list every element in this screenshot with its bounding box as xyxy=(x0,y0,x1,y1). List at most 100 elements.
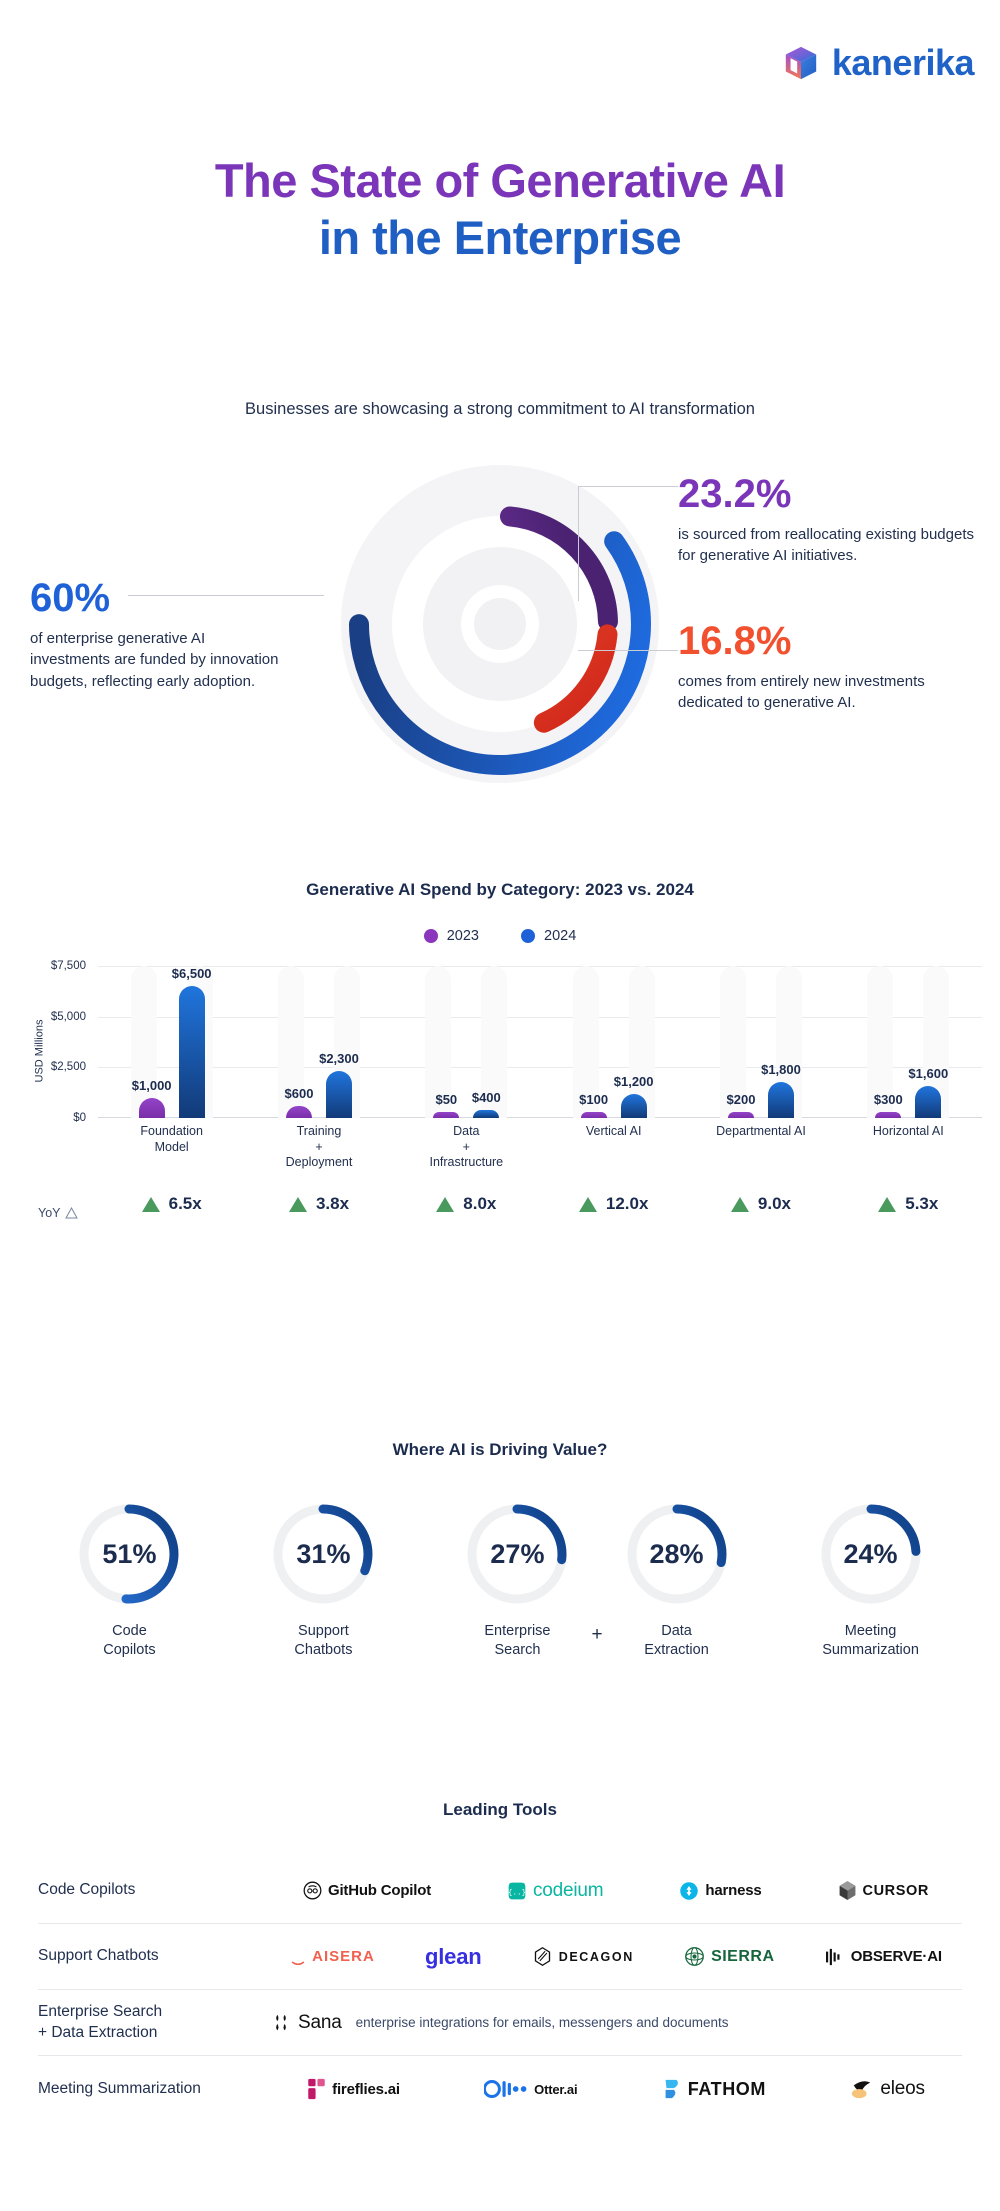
legend-item-2023[interactable]: 2023 xyxy=(423,928,479,944)
yoy-cell-4: 9.0x xyxy=(687,1194,834,1214)
bar-2023-5[interactable]: $300 xyxy=(874,1092,903,1118)
bar-2023-4[interactable]: $200 xyxy=(727,1092,755,1118)
tool-logo-eleos-icon[interactable]: eleos xyxy=(850,2078,925,2100)
x-label-0: Foundation Model xyxy=(140,1124,203,1154)
leader-line-right-bottom xyxy=(578,650,678,651)
bar-value-2023-4: $200 xyxy=(726,1092,756,1107)
bar-group-4: $200 $1,800 xyxy=(687,966,834,1118)
bar-track-2023-3 xyxy=(572,966,599,1118)
tool-name-github-copilot: GitHub Copilot xyxy=(327,1882,431,1899)
gridline-5000 xyxy=(98,1016,982,1018)
gauge-row: 51% Code Copilots 31% Support Chatbots xyxy=(0,1502,1000,1660)
bar-2024-5[interactable]: $1,600 xyxy=(908,1066,948,1118)
gauge-item-1[interactable]: 31% Support Chatbots xyxy=(253,1502,393,1660)
bar-chart-title: Generative AI Spend by Category: 2023 vs… xyxy=(306,880,694,899)
sierra-icon xyxy=(685,1947,704,1966)
triangle-up-icon xyxy=(141,1196,160,1212)
tool-logos-1: AISERA glean DECAGON SIERRA OBSERVE·A xyxy=(270,1944,962,1970)
gauge-label-2: Enterprise Search xyxy=(484,1623,551,1658)
chart-gridlines xyxy=(98,966,982,1118)
tool-name-codeium: codeium xyxy=(532,1879,604,1901)
bar-value-2023-1: $600 xyxy=(284,1085,314,1101)
gridline-2500 xyxy=(98,1067,982,1069)
tool-logo-otter-icon[interactable]: Otter.ai xyxy=(484,2079,578,2099)
yoy-cell-2: 8.0x xyxy=(393,1194,540,1214)
bar-value-2024-3: $1,200 xyxy=(613,1073,654,1089)
tool-row-3: Meeting Summarization fireflies.ai Otter… xyxy=(38,2056,962,2122)
decagon-icon xyxy=(534,1946,550,1967)
gauge-wrap-1: 31% xyxy=(271,1502,375,1606)
tool-logo-glean-icon[interactable]: glean xyxy=(425,1944,482,1970)
bar-value-2024-2: $400 xyxy=(471,1089,501,1105)
yoy-row-label: YoY xyxy=(38,1206,79,1220)
tool-logo-harness-icon[interactable]: harness xyxy=(679,1881,762,1901)
gauge-item-3[interactable]: 28% Data Extraction xyxy=(607,1502,747,1660)
fathom-icon xyxy=(665,2079,678,2099)
leading-tools-section: Leading Tools Code Copilots GitHub Copil… xyxy=(0,1800,1000,2122)
tool-name-observe-ai: OBSERVE·AI xyxy=(850,1948,942,1965)
codeium-icon: {..} xyxy=(508,1882,526,1899)
tool-logo-observe-ai-icon[interactable]: OBSERVE·AI xyxy=(825,1948,942,1966)
tool-logo-sana-icon[interactable]: Sana xyxy=(270,2012,342,2034)
gauge-ring-1 xyxy=(273,1504,373,1604)
bar-2023-2[interactable]: $50 xyxy=(433,1092,460,1118)
yoy-cell-3: 12.0x xyxy=(540,1194,687,1214)
x-label-1: Training + Deployment xyxy=(285,1124,353,1170)
bar-value-2024-4: $1,800 xyxy=(761,1061,801,1077)
bar-2023-0[interactable]: $1,000 xyxy=(132,1078,172,1118)
observe-ai-icon xyxy=(825,1948,840,1965)
tool-name-harness: harness xyxy=(705,1882,762,1899)
tool-logo-fireflies-icon[interactable]: fireflies.ai xyxy=(307,2078,400,2100)
bar-value-2024-1: $2,300 xyxy=(319,1051,359,1067)
bar-2024-1[interactable]: $2,300 xyxy=(319,1051,359,1118)
gauge-label-0: Code Copilots xyxy=(103,1623,156,1658)
funding-section: 60% of enterprise generative AI investme… xyxy=(0,455,1000,815)
y-tick-7500: $7,500 xyxy=(50,960,86,972)
gauge-item-0[interactable]: 51% Code Copilots xyxy=(59,1502,199,1660)
bar-2024-3[interactable]: $1,200 xyxy=(614,1074,654,1118)
gauge-item-2[interactable]: 27% Enterprise Search xyxy=(447,1502,587,1660)
yoy-value-4: 9.0x xyxy=(757,1194,792,1213)
aisera-icon xyxy=(291,1961,305,1965)
legend-item-2024[interactable]: 2024 xyxy=(521,928,576,944)
gauge-percent-4: 24% xyxy=(843,1538,898,1569)
tool-logo-codeium-icon[interactable]: {..} codeium xyxy=(507,1879,604,1902)
gauge-label-4: Meeting Summarization xyxy=(822,1623,919,1658)
tool-logo-github-copilot-icon[interactable]: GitHub Copilot xyxy=(303,1881,431,1900)
leader-line-right-top-vert xyxy=(578,486,579,601)
tool-row-1: Support Chatbots AISERA glean DECAGON SI… xyxy=(38,1924,962,1990)
gauge-ring-0 xyxy=(79,1504,179,1604)
tool-logo-cursor-icon[interactable]: CURSOR xyxy=(838,1880,929,1901)
page-title: The State of Generative AI in the Enterp… xyxy=(0,152,1000,267)
tool-logo-decagon-icon[interactable]: DECAGON xyxy=(532,1946,634,1967)
tool-name-aisera: AISERA xyxy=(312,1948,375,1965)
bar-2023-3[interactable]: $100 xyxy=(579,1092,608,1118)
tool-logo-aisera-icon[interactable]: AISERA xyxy=(290,1948,375,1965)
eleos-icon xyxy=(852,2081,871,2099)
gauge-item-4[interactable]: 24% Meeting Summarization xyxy=(801,1502,941,1660)
gauge-wrap-2: 27% xyxy=(465,1502,569,1606)
tool-logos-3: fireflies.ai Otter.ai FATHOM eleos xyxy=(270,2078,962,2100)
y-axis-ticks: $0 $2,500 $5,000 $7,500 xyxy=(28,960,86,1124)
bar-2024-2[interactable]: $400 xyxy=(472,1090,501,1118)
gauge-ring-2 xyxy=(467,1504,567,1604)
bar-2024-4[interactable]: $1,800 xyxy=(761,1062,801,1118)
tool-logo-sierra-icon[interactable]: SIERRA xyxy=(684,1946,774,1967)
gauge-label-3: Data Extraction xyxy=(644,1623,709,1658)
bar-value-2024-0: $6,500 xyxy=(171,966,212,982)
tool-name-sana: Sana xyxy=(298,2011,342,2033)
bar-group-0: $1,000 $6,500 xyxy=(98,966,245,1118)
tool-category-2: Enterprise Search + Data Extraction xyxy=(38,2003,163,2041)
tool-logos-0: GitHub Copilot {..} codeium harness CURS… xyxy=(270,1880,962,1902)
leader-line-left xyxy=(128,595,324,596)
bar-track-2023-4 xyxy=(719,966,746,1118)
bar-2023-1[interactable]: $600 xyxy=(285,1086,313,1118)
tool-name-cursor: CURSOR xyxy=(862,1882,929,1899)
leader-line-right-top xyxy=(578,486,678,487)
yoy-value-3: 12.0x xyxy=(605,1194,649,1213)
bar-2024-0[interactable]: $6,500 xyxy=(172,966,212,1118)
gauge-percent-1: 31% xyxy=(296,1538,351,1569)
yoy-cell-1: 3.8x xyxy=(245,1194,392,1214)
yoy-value-1: 3.8x xyxy=(315,1194,350,1213)
tool-logo-fathom-icon[interactable]: FATHOM xyxy=(662,2078,766,2100)
